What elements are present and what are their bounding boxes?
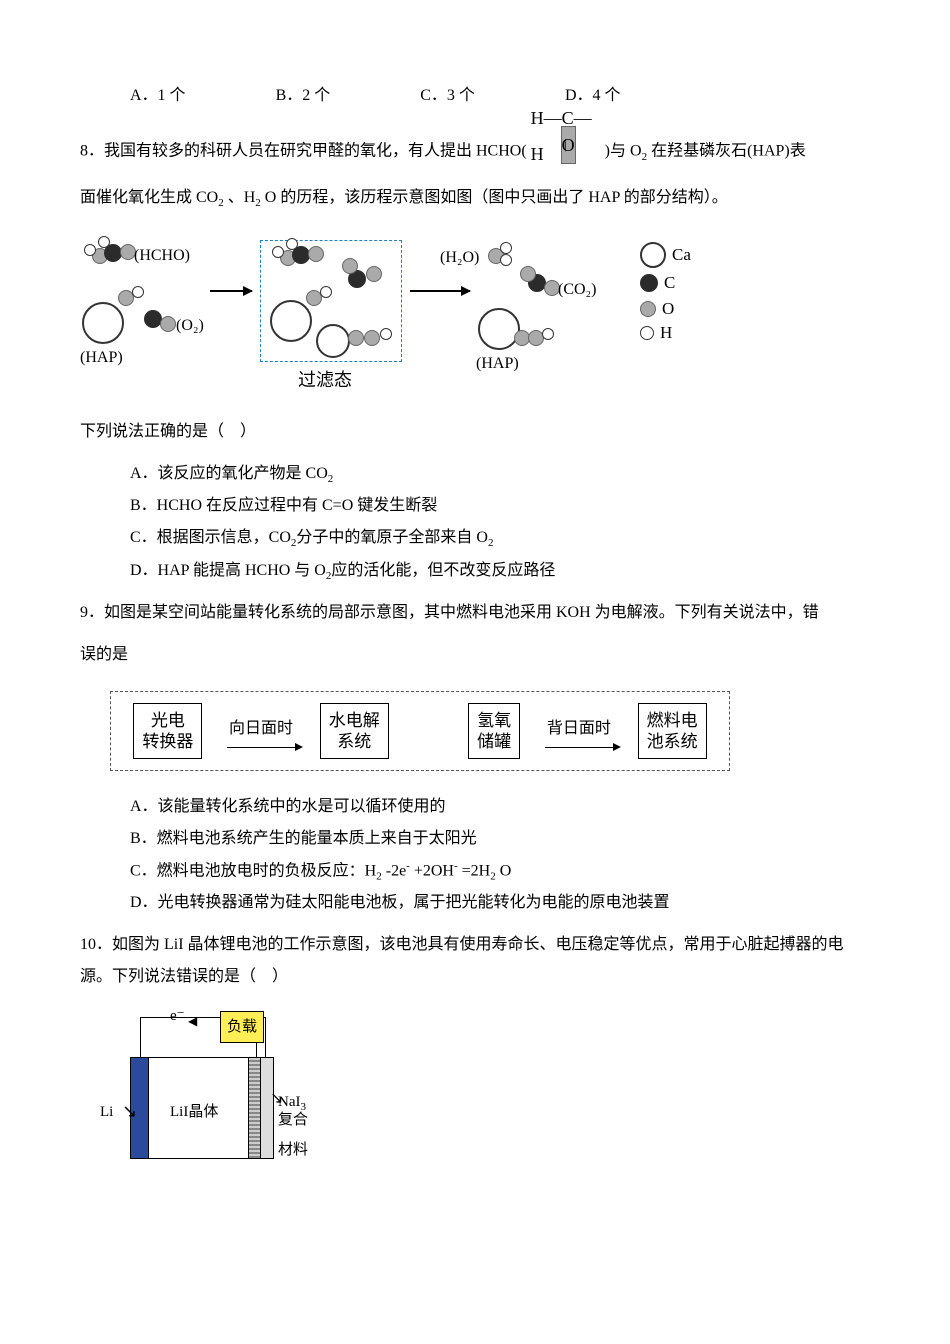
q7-opt-a: A．1 个 [130,80,186,112]
hap-label: (HAP) [80,342,123,374]
arrow-icon [410,290,470,292]
h2o-label: (H₂O) [440,242,479,274]
q7-opt-b: B．2 个 [276,80,331,112]
box-storage: 氢氧 储罐 [468,703,520,760]
q8-diagram: (HCHO) (O₂) (HAP) 过滤态 (H₂O) (CO₂) (HAP) … [80,230,700,400]
arrow-back-facing: 背日面时 [545,713,613,748]
q7-options: A．1 个 B．2 个 C．3 个 D．4 个 [80,80,870,112]
hcho-label: (HCHO) [134,240,190,272]
q10-stem: 10．如图为 LiI 晶体锂电池的工作示意图，该电池具有使用寿命长、电压稳定等优… [80,929,870,993]
q9-diagram: 光电 转换器 向日面时 水电解 系统 氢氧 储罐 背日面时 燃料电 池系统 [110,691,730,771]
q9-opt-c: C．燃料电池放电时的负极反应：H2 -2e- +2OH- =2H2 O [80,855,870,888]
nai-label-2: 复合材料 [278,1105,320,1165]
transition-label: 过滤态 [298,362,352,398]
box-electrolysis: 水电解 系统 [320,703,389,760]
q8-text-2: )与 O [605,143,642,160]
q8-opt-d: D．HAP 能提高 HCHO 与 O2应的活化能，但不改变反应路径 [80,555,870,587]
q8-choices-lead: 下列说法正确的是（ ） [80,416,870,448]
q10-diagram: e⁻ ◀ 负载 Li LiI晶体 NaI3 复合材料 ↘ ↘ [100,1005,320,1175]
q8-stem-line2: 面催化氧化生成 CO2 、H2 O 的历程，该历程示意图如图（图中只画出了 HA… [80,182,870,214]
co2-label: (CO₂) [558,274,596,306]
o2-label: (O₂) [176,310,204,342]
q8-stem-line1: 8．我国有较多的科研人员在研究甲醛的氧化，有人提出 HCHO( O || H—C… [80,132,870,172]
q8-text-3: 在羟基磷灰石(HAP)表 [651,143,806,160]
q9-opt-d: D．光电转换器通常为硅太阳能电池板，属于把光能转化为电能的原电池装置 [80,887,870,919]
lii-label: LiI晶体 [170,1097,218,1127]
li-label: Li [100,1097,113,1127]
load-box: 负载 [220,1011,264,1043]
hcho-structure: O || H—C—H [531,132,601,172]
arrow-icon: ◀ [188,1009,197,1033]
q8-opt-b: B．HCHO 在反应过程中有 C=O 键发生断裂 [80,490,870,522]
arrow-icon [210,290,252,292]
ca-atom [82,302,124,344]
legend-h: H [640,316,672,350]
box-fuel-cell: 燃料电 池系统 [638,703,707,760]
q8-text-1: 8．我国有较多的科研人员在研究甲醛的氧化，有人提出 HCHO( [80,143,527,160]
electron-label: e⁻ [170,1001,185,1031]
q7-opt-c: C．3 个 [420,80,475,112]
q9-opt-a: A．该能量转化系统中的水是可以循环使用的 [80,791,870,823]
hap-label-2: (HAP) [476,348,519,380]
q8-opt-a: A．该反应的氧化产物是 CO2 [80,458,870,490]
q8-opt-c: C．根据图示信息，CO2分子中的氧原子全部来自 O2 [80,522,870,554]
q9-stem-2: 误的是 [80,639,870,671]
q9-opt-b: B．燃料电池系统产生的能量本质上来自于太阳光 [80,823,870,855]
q9-stem-1: 9．如图是某空间站能量转化系统的局部示意图，其中燃料电池采用 KOH 为电解液。… [80,597,870,629]
arrow-sun-facing: 向日面时 [227,713,295,748]
box-photoelectric: 光电 转换器 [133,703,202,760]
